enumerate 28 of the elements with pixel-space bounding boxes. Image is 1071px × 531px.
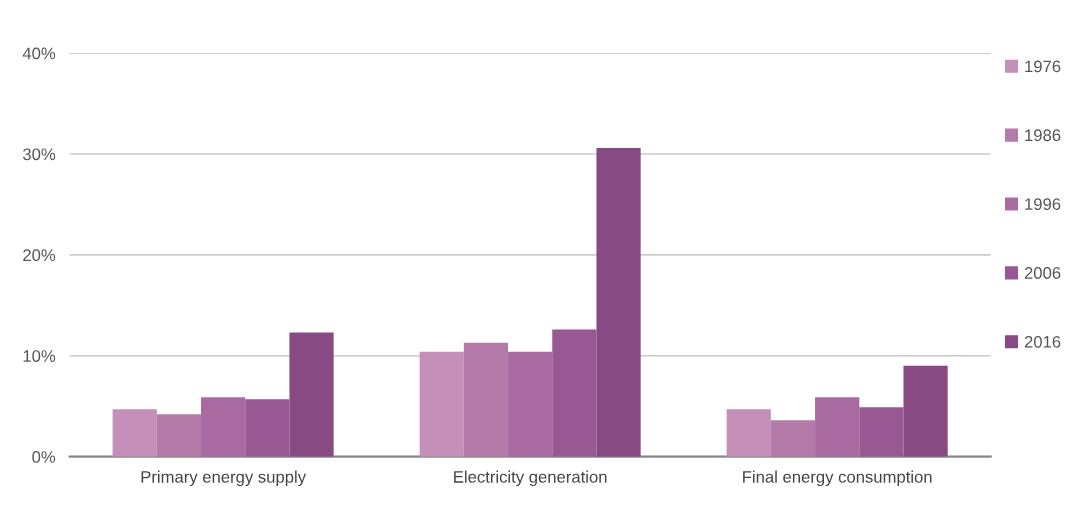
bar — [201, 397, 246, 457]
legend-label: 1976 — [1025, 60, 1061, 73]
bar — [508, 351, 553, 457]
bar — [463, 342, 509, 457]
legend-label: 2006 — [1024, 267, 1061, 279]
x-tick-label: Final energy consumption — [743, 470, 932, 487]
y-tick-label: 10% — [23, 350, 56, 362]
legend-label: 1996 — [1025, 198, 1061, 211]
x-tick-label: Primary energy supply — [141, 470, 306, 487]
y-tick-label: 0% — [32, 451, 56, 463]
bar — [156, 414, 202, 457]
x-tick-label: Electricity generation — [454, 470, 607, 487]
bar — [859, 407, 904, 457]
legend-label: 2016 — [1024, 335, 1061, 348]
legend-label: 1986 — [1025, 129, 1061, 142]
bar — [245, 399, 290, 457]
y-tick-label: 30% — [23, 148, 56, 161]
bar — [419, 351, 464, 457]
y-tick-label: 40% — [22, 47, 56, 60]
bar — [903, 365, 948, 457]
bar — [770, 420, 816, 457]
bar — [815, 397, 860, 457]
y-tick-label: 20% — [23, 249, 56, 262]
bar — [726, 409, 771, 457]
bar — [289, 332, 334, 457]
bar — [552, 329, 597, 457]
bar — [596, 147, 641, 457]
bar — [112, 409, 157, 457]
